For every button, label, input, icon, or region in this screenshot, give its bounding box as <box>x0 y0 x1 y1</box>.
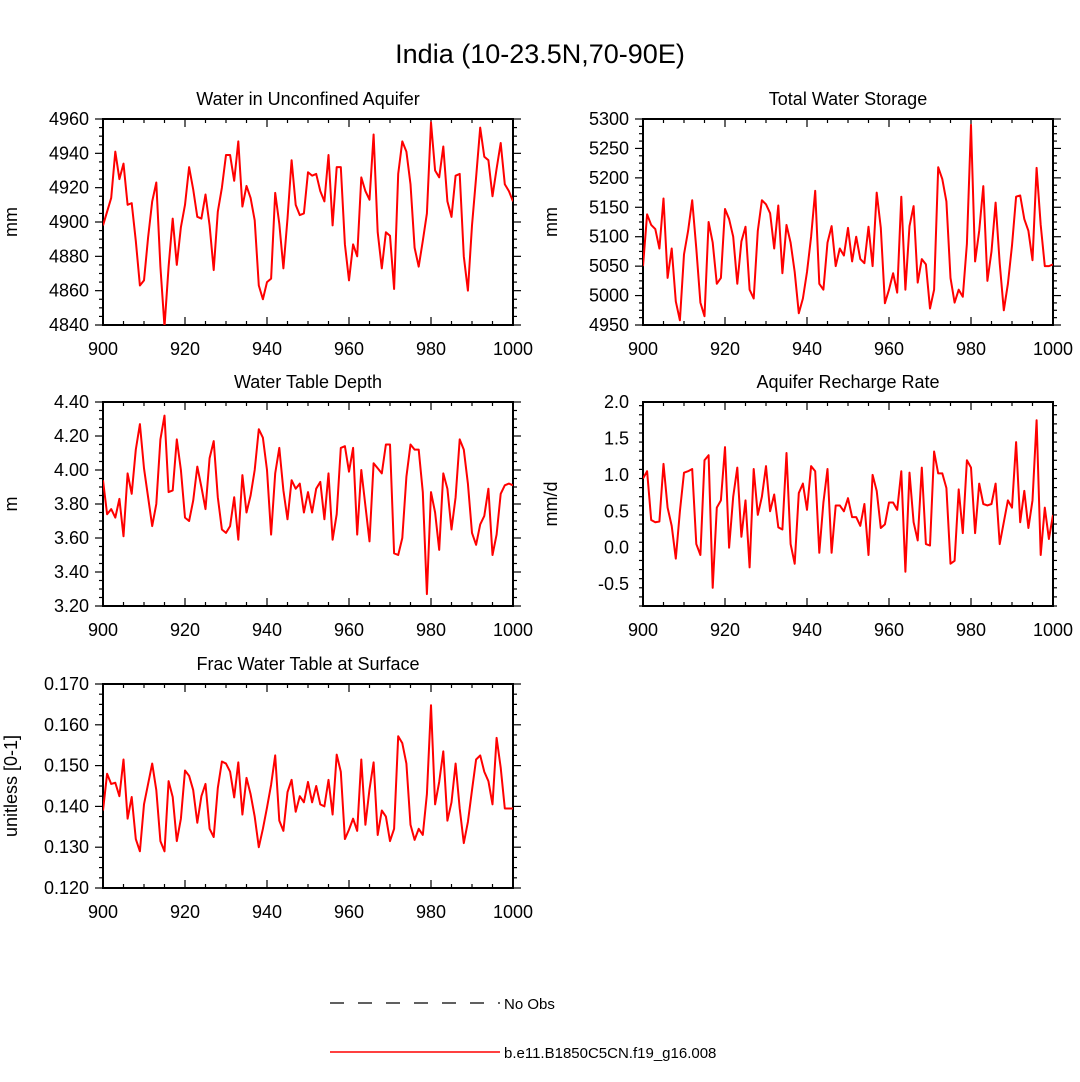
y-tick-label: 4860 <box>49 281 89 301</box>
y-tick-label: 4950 <box>589 315 629 335</box>
panel-title: Water Table Depth <box>234 372 382 392</box>
x-tick-label: 980 <box>416 902 446 922</box>
panel-4: Aquifer Recharge Rate mm/d 900 920 940 960 980… <box>541 372 1073 640</box>
x-tick-label: 1000 <box>493 339 533 359</box>
panels: Water in Unconfined Aquifer mm 900 920 940 96… <box>1 89 1073 922</box>
x-tick-label: 1000 <box>493 620 533 640</box>
series-line <box>643 123 1053 322</box>
figure-title: India (10-23.5N,70-90E) <box>395 39 685 69</box>
y-tick-label: 0.120 <box>44 878 89 898</box>
panel-title: Frac Water Table at Surface <box>196 654 419 674</box>
y-tick-label: 5150 <box>589 197 629 217</box>
y-axis-label: mm/d <box>541 482 561 527</box>
y-tick-label: 4900 <box>49 212 89 232</box>
x-tick-label: 960 <box>334 902 364 922</box>
x-tick-label: 920 <box>170 620 200 640</box>
x-tick-label: 900 <box>628 339 658 359</box>
panel-title: Total Water Storage <box>769 89 927 109</box>
legend-no-obs-label: No Obs <box>504 996 555 1013</box>
x-tick-label: 940 <box>792 620 822 640</box>
y-tick-label: -0.5 <box>598 574 629 594</box>
x-tick-label: 980 <box>956 620 986 640</box>
y-tick-label: 1.5 <box>604 428 629 448</box>
y-axis-label: mm <box>1 207 21 237</box>
panel-title: Water in Unconfined Aquifer <box>196 89 419 109</box>
x-tick-label: 900 <box>88 620 118 640</box>
x-tick-label: 980 <box>416 620 446 640</box>
series-line <box>643 419 1053 589</box>
y-axis-label: mm <box>541 207 561 237</box>
x-tick-label: 960 <box>874 620 904 640</box>
y-tick-label: 3.80 <box>54 494 89 514</box>
y-tick-label: 5000 <box>589 286 629 306</box>
x-tick-label: 900 <box>88 339 118 359</box>
x-tick-label: 900 <box>628 620 658 640</box>
x-tick-label: 920 <box>170 339 200 359</box>
x-tick-label: 940 <box>252 902 282 922</box>
y-tick-label: 0.0 <box>604 538 629 558</box>
y-tick-label: 5200 <box>589 168 629 188</box>
y-tick-label: 0.130 <box>44 837 89 857</box>
legend-series-label: b.e11.B1850C5CN.f19_g16.008 <box>504 1045 716 1062</box>
panel-2: Total Water Storage mm 900 920 940 960 980 1000… <box>541 89 1073 359</box>
panel-1: Water in Unconfined Aquifer mm 900 920 940 96… <box>1 89 533 359</box>
x-tick-label: 980 <box>956 339 986 359</box>
x-tick-label: 900 <box>88 902 118 922</box>
y-tick-label: 0.160 <box>44 715 89 735</box>
x-tick-label: 940 <box>252 339 282 359</box>
y-tick-label: 3.60 <box>54 528 89 548</box>
y-tick-label: 4880 <box>49 246 89 266</box>
y-tick-label: 4.40 <box>54 392 89 412</box>
series-line <box>103 414 513 596</box>
y-tick-label: 4960 <box>49 109 89 129</box>
y-tick-label: 0.150 <box>44 756 89 776</box>
series-line <box>103 121 513 325</box>
x-tick-label: 1000 <box>1033 339 1073 359</box>
y-tick-label: 4840 <box>49 315 89 335</box>
y-tick-label: 3.20 <box>54 596 89 616</box>
x-tick-label: 920 <box>710 620 740 640</box>
x-tick-label: 940 <box>792 339 822 359</box>
y-axis-label: unitless [0-1] <box>1 735 21 837</box>
y-tick-label: 5300 <box>589 109 629 129</box>
y-tick-label: 5250 <box>589 138 629 158</box>
x-tick-label: 960 <box>334 339 364 359</box>
x-tick-label: 1000 <box>493 902 533 922</box>
y-tick-label: 0.170 <box>44 674 89 694</box>
legend: No Obs b.e11.B1850C5CN.f19_g16.008 <box>330 996 716 1062</box>
y-tick-label: 5100 <box>589 227 629 247</box>
y-tick-label: 2.0 <box>604 392 629 412</box>
y-tick-label: 4940 <box>49 143 89 163</box>
x-tick-label: 920 <box>170 902 200 922</box>
y-tick-label: 4.00 <box>54 460 89 480</box>
y-axis-label: m <box>1 497 21 512</box>
y-tick-label: 1.0 <box>604 465 629 485</box>
panel-5: Frac Water Table at Surface unitless [0-1… <box>1 654 533 922</box>
x-tick-label: 960 <box>874 339 904 359</box>
x-tick-label: 960 <box>334 620 364 640</box>
y-tick-label: 5050 <box>589 256 629 276</box>
x-tick-label: 940 <box>252 620 282 640</box>
y-tick-label: 0.140 <box>44 796 89 816</box>
series-line <box>103 704 513 853</box>
y-tick-label: 3.40 <box>54 562 89 582</box>
panel-title: Aquifer Recharge Rate <box>756 372 939 392</box>
x-tick-label: 980 <box>416 339 446 359</box>
panel-3: Water Table Depth m 900 920 940 960 980 1000 3.2… <box>1 372 533 640</box>
x-tick-label: 1000 <box>1033 620 1073 640</box>
y-tick-label: 0.5 <box>604 501 629 521</box>
y-tick-label: 4.20 <box>54 426 89 446</box>
y-tick-label: 4920 <box>49 178 89 198</box>
x-tick-label: 920 <box>710 339 740 359</box>
